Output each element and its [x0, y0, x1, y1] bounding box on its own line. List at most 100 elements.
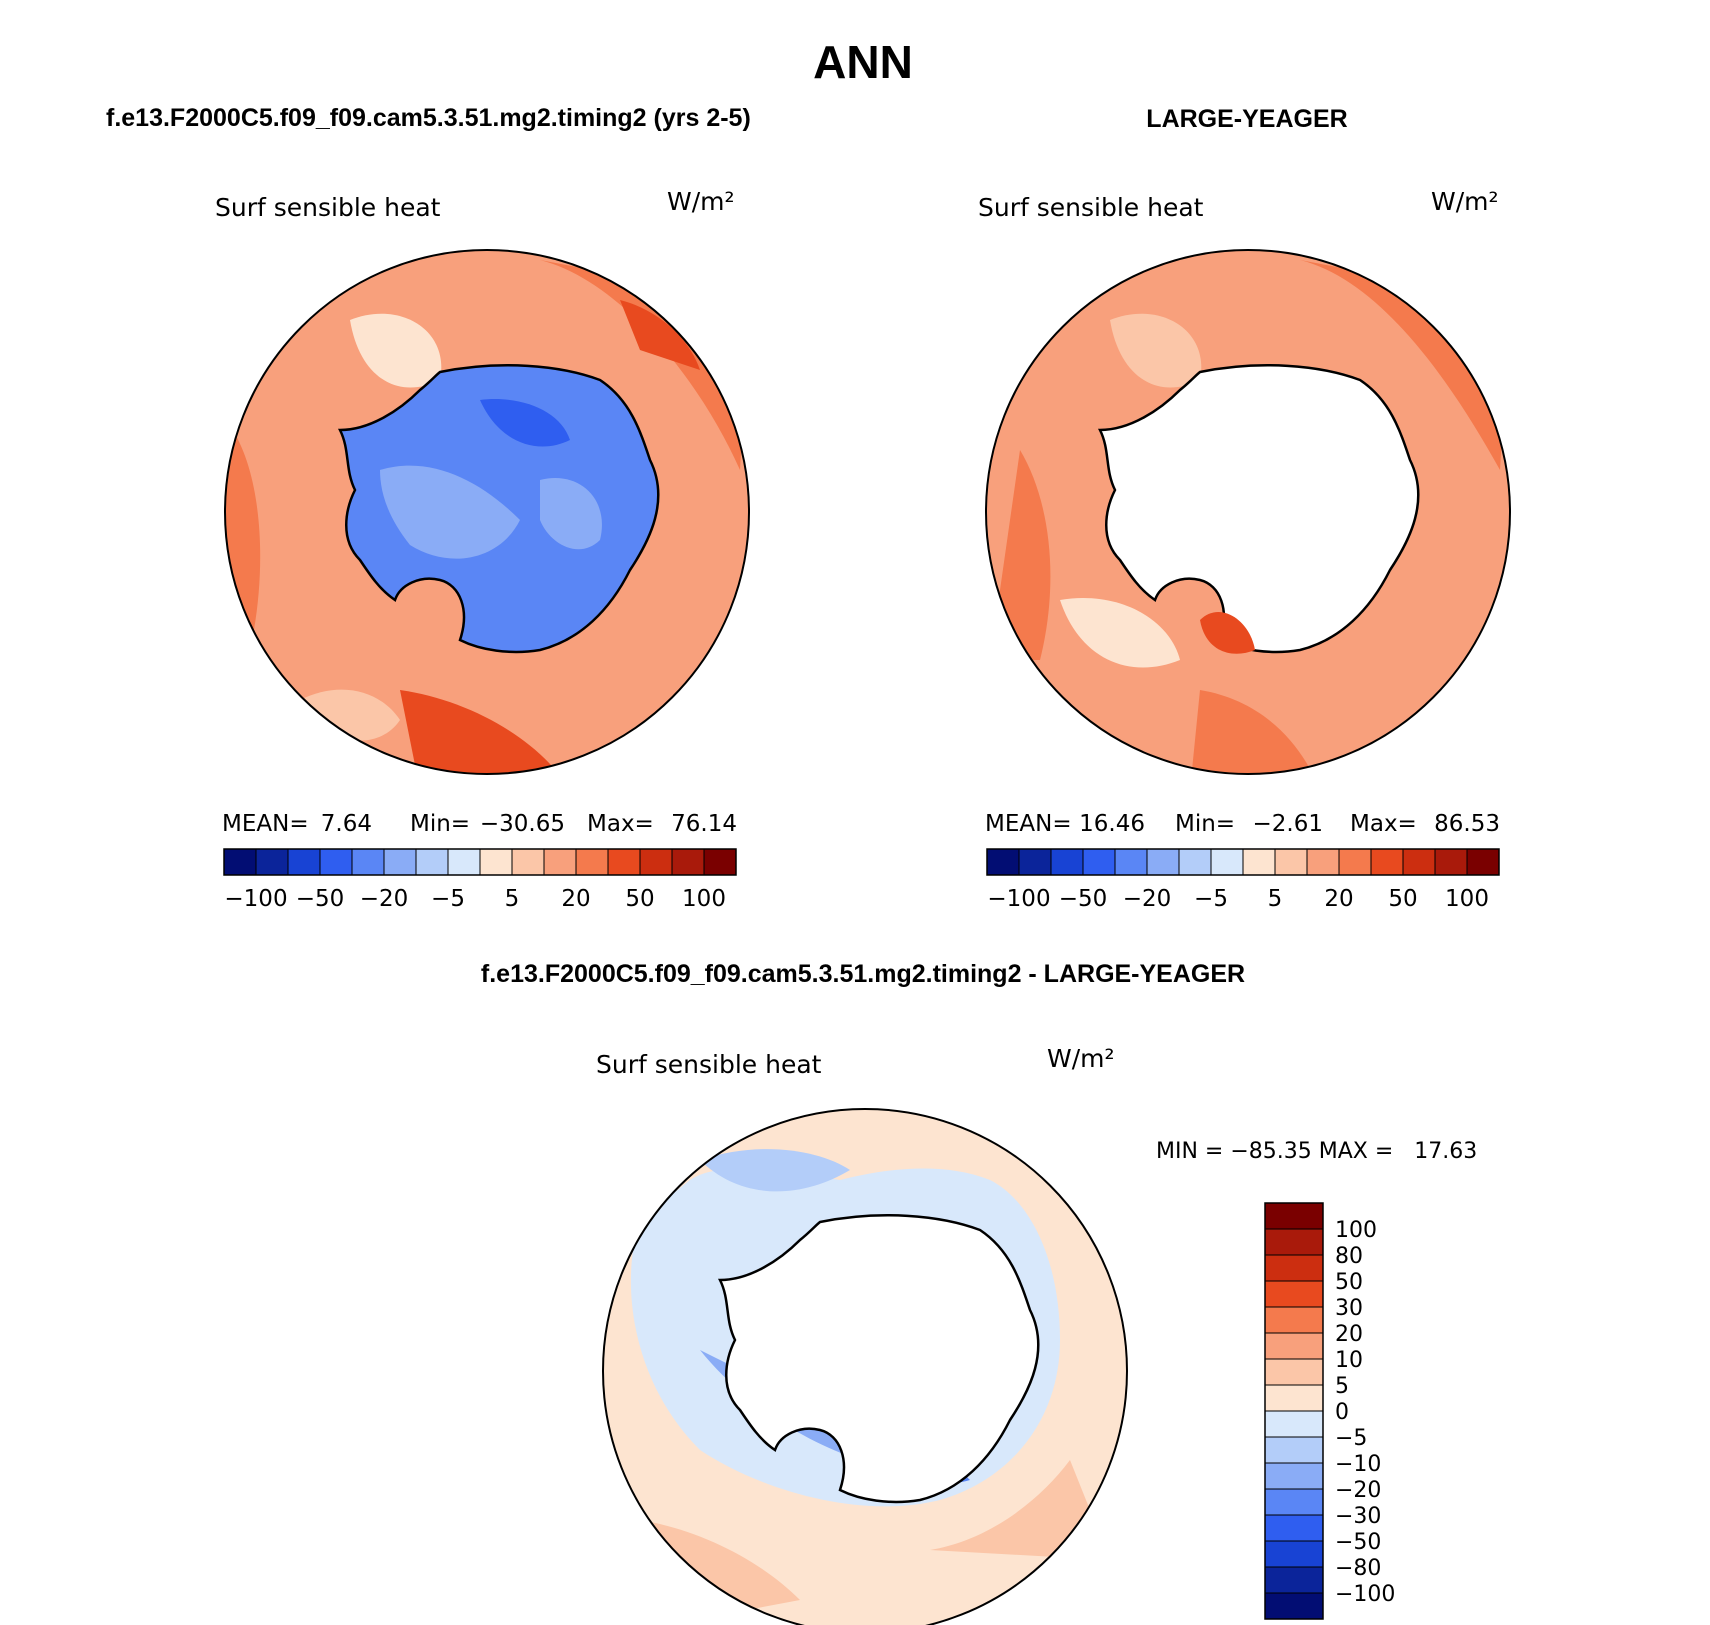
colorbar-model-swatch	[223, 848, 257, 876]
colorbar-obs-swatch	[1146, 848, 1180, 876]
colorbar-model-swatch	[415, 848, 449, 876]
colorbar-model-swatch	[575, 848, 609, 876]
colorbar-diff-swatch	[1264, 1202, 1324, 1230]
colorbar-obs-tick-label: −100	[987, 886, 1050, 912]
colorbar-model-swatch	[479, 848, 513, 876]
panel-obs-colorbar: −100 −50 −20 −5 5 20 50 100	[986, 848, 1500, 912]
colorbar-diff-tick-label: 30	[1335, 1296, 1363, 1321]
colorbar-obs-tick-label: −50	[1059, 886, 1108, 912]
colorbar-obs-swatch	[1466, 848, 1500, 876]
colorbar-obs-swatch	[1242, 848, 1276, 876]
panel-obs: LARGE-YEAGER Surf sensible heat W/m² MEA…	[978, 105, 1511, 912]
colorbar-obs-swatch	[1018, 848, 1052, 876]
colorbar-diff-swatch	[1264, 1410, 1324, 1438]
panel-model-variable: Surf sensible heat	[215, 193, 441, 222]
panel-obs-map	[986, 250, 1510, 774]
colorbar-obs-swatch	[1402, 848, 1436, 876]
colorbar-obs-swatch	[1210, 848, 1244, 876]
colorbar-obs-swatch	[1306, 848, 1340, 876]
colorbar-diff-tick-label: 20	[1335, 1322, 1363, 1347]
colorbar-obs-tick-label: 50	[1388, 886, 1417, 912]
colorbar-diff-swatch	[1264, 1306, 1324, 1334]
colorbar-model-swatch	[383, 848, 417, 876]
panel-diff-variable: Surf sensible heat	[596, 1050, 822, 1079]
colorbar-model-tick-label: −5	[431, 886, 465, 912]
colorbar-diff-tick-label: 50	[1335, 1270, 1363, 1295]
panel-model-map	[225, 250, 749, 774]
panel-model-min-label: Min=	[410, 811, 470, 837]
panel-diff-min-max: MIN = −85.35 MAX = 17.63	[1156, 1139, 1477, 1164]
panel-model-mean-value: 7.64	[321, 811, 372, 837]
figure-title: ANN	[813, 36, 913, 88]
colorbar-model-swatch	[639, 848, 673, 876]
panel-diff: f.e13.F2000C5.f09_f09.cam5.3.51.mg2.timi…	[481, 960, 1477, 1625]
colorbar-diff-tick-label: 0	[1335, 1400, 1349, 1425]
colorbar-diff-tick-label: −5	[1335, 1426, 1367, 1451]
colorbar-diff-swatch	[1264, 1462, 1324, 1490]
colorbar-obs-tick-label: −20	[1123, 886, 1172, 912]
colorbar-diff-tick-label: 80	[1335, 1244, 1363, 1269]
panel-model-case-name: f.e13.F2000C5.f09_f09.cam5.3.51.mg2.timi…	[106, 104, 751, 132]
colorbar-obs-swatch	[1050, 848, 1084, 876]
panel-model-colorbar: −100 −50 −20 −5 5 20 50 100	[223, 848, 737, 912]
colorbar-model-swatch	[255, 848, 289, 876]
colorbar-diff-swatch	[1264, 1514, 1324, 1542]
colorbar-diff-swatch	[1264, 1488, 1324, 1516]
panel-obs-min-value: −2.61	[1253, 811, 1323, 837]
panel-obs-max-value: 86.53	[1434, 811, 1500, 837]
colorbar-model-tick-label: 20	[561, 886, 590, 912]
colorbar-diff-swatch	[1264, 1384, 1324, 1412]
colorbar-diff-tick-label: −80	[1335, 1556, 1381, 1581]
colorbar-obs-tick-label: 5	[1268, 886, 1283, 912]
colorbar-diff-tick-label: −30	[1335, 1504, 1381, 1529]
panel-model-max-label: Max=	[587, 811, 654, 837]
colorbar-model-tick-label: 100	[682, 886, 726, 912]
colorbar-obs-swatch	[1434, 848, 1468, 876]
colorbar-obs-tick-label: 100	[1445, 886, 1489, 912]
panel-model-max-value: 76.14	[671, 811, 737, 837]
panel-obs-min-label: Min=	[1175, 811, 1235, 837]
colorbar-obs-tick-label: 20	[1324, 886, 1353, 912]
panel-obs-mean-label: MEAN=	[985, 811, 1072, 837]
colorbar-model-swatch	[703, 848, 737, 876]
colorbar-obs-swatch	[1114, 848, 1148, 876]
panel-diff-units: W/m²	[1047, 1044, 1115, 1073]
colorbar-diff-swatch	[1264, 1436, 1324, 1464]
colorbar-model-tick-label: −20	[360, 886, 409, 912]
colorbar-diff-swatch	[1264, 1254, 1324, 1282]
colorbar-obs-swatch	[1370, 848, 1404, 876]
colorbar-model-frame	[223, 848, 737, 876]
colorbar-diff-swatch	[1264, 1332, 1324, 1360]
panel-model-mean-label: MEAN=	[222, 811, 309, 837]
colorbar-model-tick-label: −50	[296, 886, 345, 912]
panel-obs-units: W/m²	[1431, 187, 1499, 216]
colorbar-model-swatch	[319, 848, 353, 876]
panel-diff-case-name: f.e13.F2000C5.f09_f09.cam5.3.51.mg2.timi…	[481, 960, 1245, 988]
panel-model: f.e13.F2000C5.f09_f09.cam5.3.51.mg2.timi…	[106, 104, 751, 912]
panel-diff-map	[603, 1109, 1127, 1625]
colorbar-model-swatch	[287, 848, 321, 876]
colorbar-model-swatch	[543, 848, 577, 876]
colorbar-diff-tick-label: 100	[1335, 1218, 1377, 1243]
colorbar-model-swatch	[671, 848, 705, 876]
panel-model-min-value: −30.65	[480, 811, 565, 837]
colorbar-obs-frame	[986, 848, 1500, 876]
colorbar-diff-swatch	[1264, 1592, 1324, 1620]
colorbar-diff-tick-label: 5	[1335, 1374, 1349, 1399]
colorbar-diff-tick-label: −10	[1335, 1452, 1381, 1477]
panel-model-units: W/m²	[667, 187, 735, 216]
colorbar-model-tick-label: 5	[505, 886, 520, 912]
colorbar-model-swatch	[607, 848, 641, 876]
colorbar-diff-tick-label: −100	[1335, 1582, 1395, 1607]
colorbar-model-tick-label: 50	[625, 886, 654, 912]
colorbar-diff-swatch	[1264, 1540, 1324, 1568]
colorbar-obs-swatch	[1338, 848, 1372, 876]
colorbar-diff-swatch	[1264, 1280, 1324, 1308]
panel-obs-mean-value: 16.46	[1079, 811, 1145, 837]
colorbar-obs-swatch	[986, 848, 1020, 876]
panel-obs-case-name: LARGE-YEAGER	[1146, 105, 1347, 133]
colorbar-diff-frame	[1264, 1202, 1324, 1620]
colorbar-model-swatch	[511, 848, 545, 876]
